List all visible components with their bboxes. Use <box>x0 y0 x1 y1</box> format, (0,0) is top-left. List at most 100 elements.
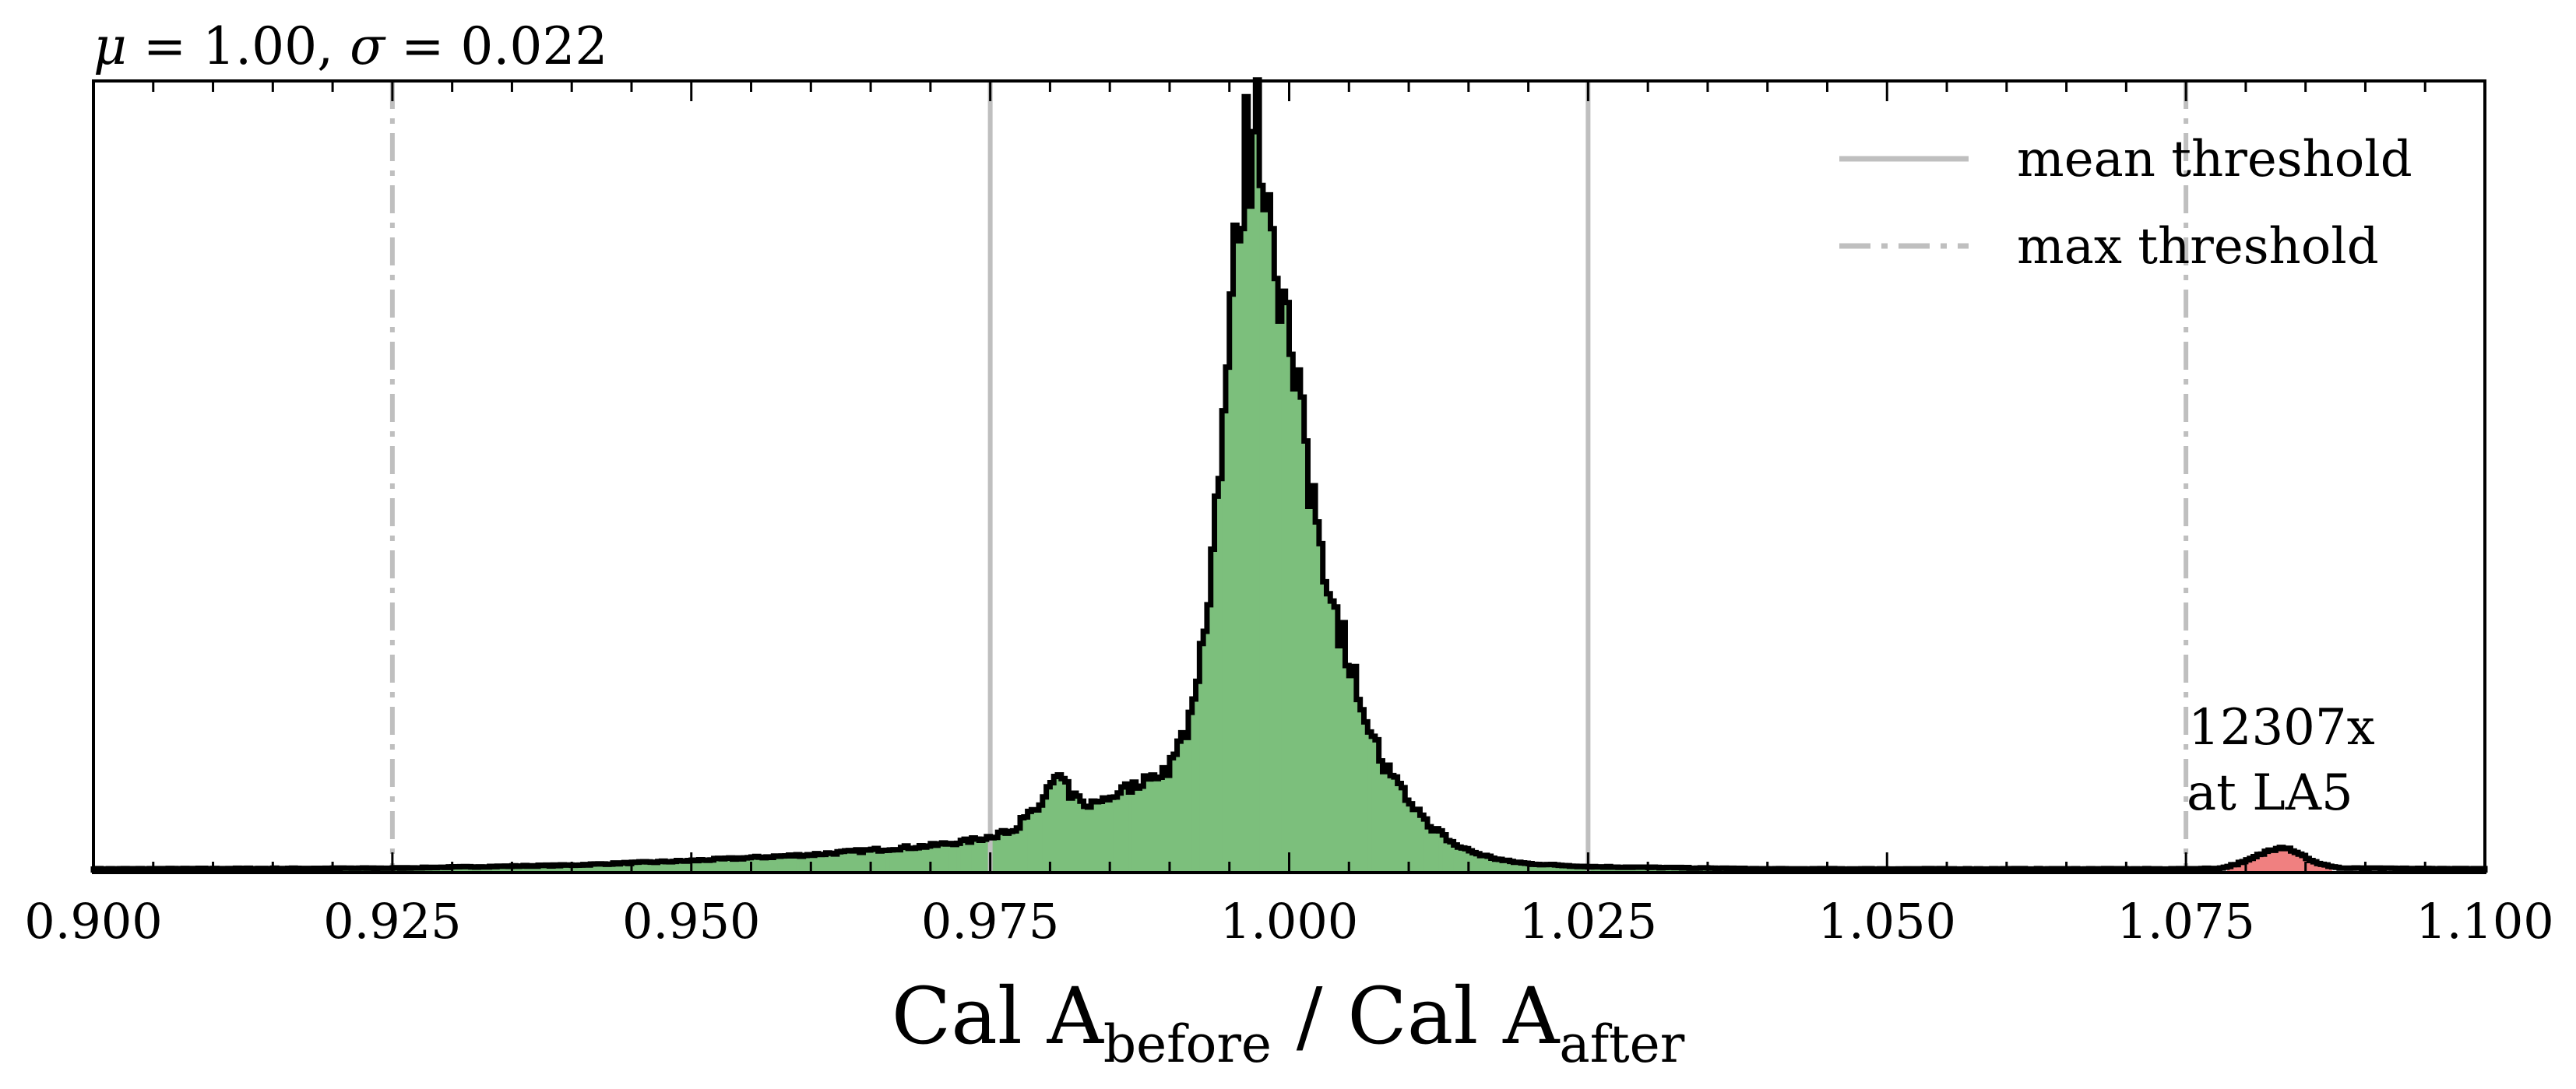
histogram-bar <box>497 866 501 873</box>
histogram-bar <box>1356 699 1361 873</box>
histogram-bar <box>818 854 823 873</box>
histogram-bar <box>769 857 774 873</box>
histogram-bar <box>642 862 647 873</box>
histogram-bar <box>1210 549 1216 873</box>
histogram-bar <box>2253 856 2258 873</box>
histogram-bar <box>1461 848 1466 873</box>
outlier-annotation: 12307x at LA5 <box>2187 699 2375 822</box>
histogram-bar <box>1027 811 1033 873</box>
histogram-bar <box>1349 675 1353 873</box>
histogram-bar <box>1008 831 1014 873</box>
histogram-bar <box>1057 775 1062 873</box>
histogram-bar <box>691 860 696 873</box>
histogram-bar <box>1240 228 1245 873</box>
x-tick-label: 1.075 <box>2117 893 2255 950</box>
title-sigma-symbol: σ <box>350 16 386 76</box>
histogram-bar <box>1378 761 1384 873</box>
histogram-bar <box>516 866 520 873</box>
histogram-bar <box>762 857 767 873</box>
histogram-bar <box>620 862 625 873</box>
histogram-bar <box>1517 862 1522 873</box>
histogram-bar <box>534 866 539 873</box>
histogram-bar <box>512 866 516 873</box>
histogram-bar <box>1206 604 1212 873</box>
histogram-bar <box>1449 841 1455 873</box>
histogram-bar <box>1330 601 1335 873</box>
histogram-bar <box>717 858 722 873</box>
histogram-bar <box>1416 809 1421 873</box>
histogram-bar <box>747 857 752 873</box>
histogram-bar <box>1278 321 1283 873</box>
histogram-bar <box>1528 863 1533 873</box>
histogram-bar <box>1110 797 1114 873</box>
histogram-bar <box>1289 354 1293 873</box>
histogram-bar <box>1405 800 1409 873</box>
histogram-bar <box>1128 792 1133 873</box>
histogram-bar <box>1139 785 1144 873</box>
histogram-bar <box>1595 866 1600 873</box>
histogram-bar <box>1554 865 1559 873</box>
histogram-bar <box>751 856 755 873</box>
histogram-bar <box>1483 855 1488 873</box>
histogram-bar <box>2294 852 2299 873</box>
histogram-bar <box>773 855 778 873</box>
histogram-bar <box>582 864 587 873</box>
histogram-bar <box>631 862 636 873</box>
histogram-bar <box>1065 782 1069 873</box>
histogram-bar <box>1465 848 1469 873</box>
histogram-bar <box>1557 865 1563 873</box>
histogram-bar <box>1315 522 1320 873</box>
histogram-bar <box>482 866 487 873</box>
legend: mean threshold max threshold <box>1839 131 2412 276</box>
histogram-bar <box>1143 775 1148 873</box>
xlabel-sep: / Cal A <box>1272 971 1561 1062</box>
histogram-bar <box>848 850 853 873</box>
histogram-bar <box>948 843 954 873</box>
histogram-bar <box>2257 854 2261 873</box>
histogram-bar <box>721 859 726 873</box>
histogram-bar <box>549 866 554 873</box>
histogram-bar <box>938 844 942 873</box>
histogram-bar <box>1293 388 1297 873</box>
x-axis-ticks <box>92 81 2486 873</box>
histogram-bar <box>807 854 811 873</box>
histogram-bar <box>743 858 748 873</box>
histogram-bar <box>896 849 902 873</box>
histogram-bar <box>934 845 939 873</box>
histogram-bar <box>1150 775 1156 873</box>
histogram-bar <box>609 864 614 873</box>
histogram-bar <box>1374 739 1380 873</box>
histogram-bar <box>799 856 804 873</box>
histogram-bar <box>1191 699 1197 873</box>
histogram-bar <box>1420 815 1424 873</box>
histogram-bar <box>1423 819 1428 873</box>
histogram-bar <box>1476 853 1480 873</box>
histogram-bar <box>1005 833 1010 873</box>
histogram-bar <box>1311 486 1316 873</box>
histogram-bar <box>1102 798 1107 873</box>
histogram-bar <box>702 859 707 873</box>
histogram-bar <box>1001 831 1006 873</box>
histogram-bar <box>624 862 628 873</box>
histogram-bar <box>2301 855 2307 873</box>
histogram-bar <box>2298 854 2303 873</box>
histogram-bar <box>635 862 640 873</box>
histogram-bar <box>1225 367 1230 873</box>
histogram-bar <box>1502 860 1507 873</box>
histogram-bar <box>844 851 849 873</box>
histogram-bar <box>557 866 561 873</box>
histogram-bar <box>960 840 965 873</box>
histogram-bar <box>829 853 834 873</box>
x-tick-label: 0.975 <box>921 893 1060 950</box>
histogram-bar <box>649 862 655 873</box>
chart-title: μ = 1.00, σ = 0.022 <box>93 16 607 76</box>
histogram-bar <box>796 855 801 873</box>
histogram-bar <box>811 855 815 873</box>
histogram-bar <box>1573 866 1578 873</box>
histogram-bar <box>1162 768 1167 873</box>
histogram-bar <box>1307 506 1312 873</box>
histogram-bar <box>780 855 786 873</box>
histogram-bar <box>1580 866 1585 873</box>
histogram-bar <box>1401 787 1406 873</box>
